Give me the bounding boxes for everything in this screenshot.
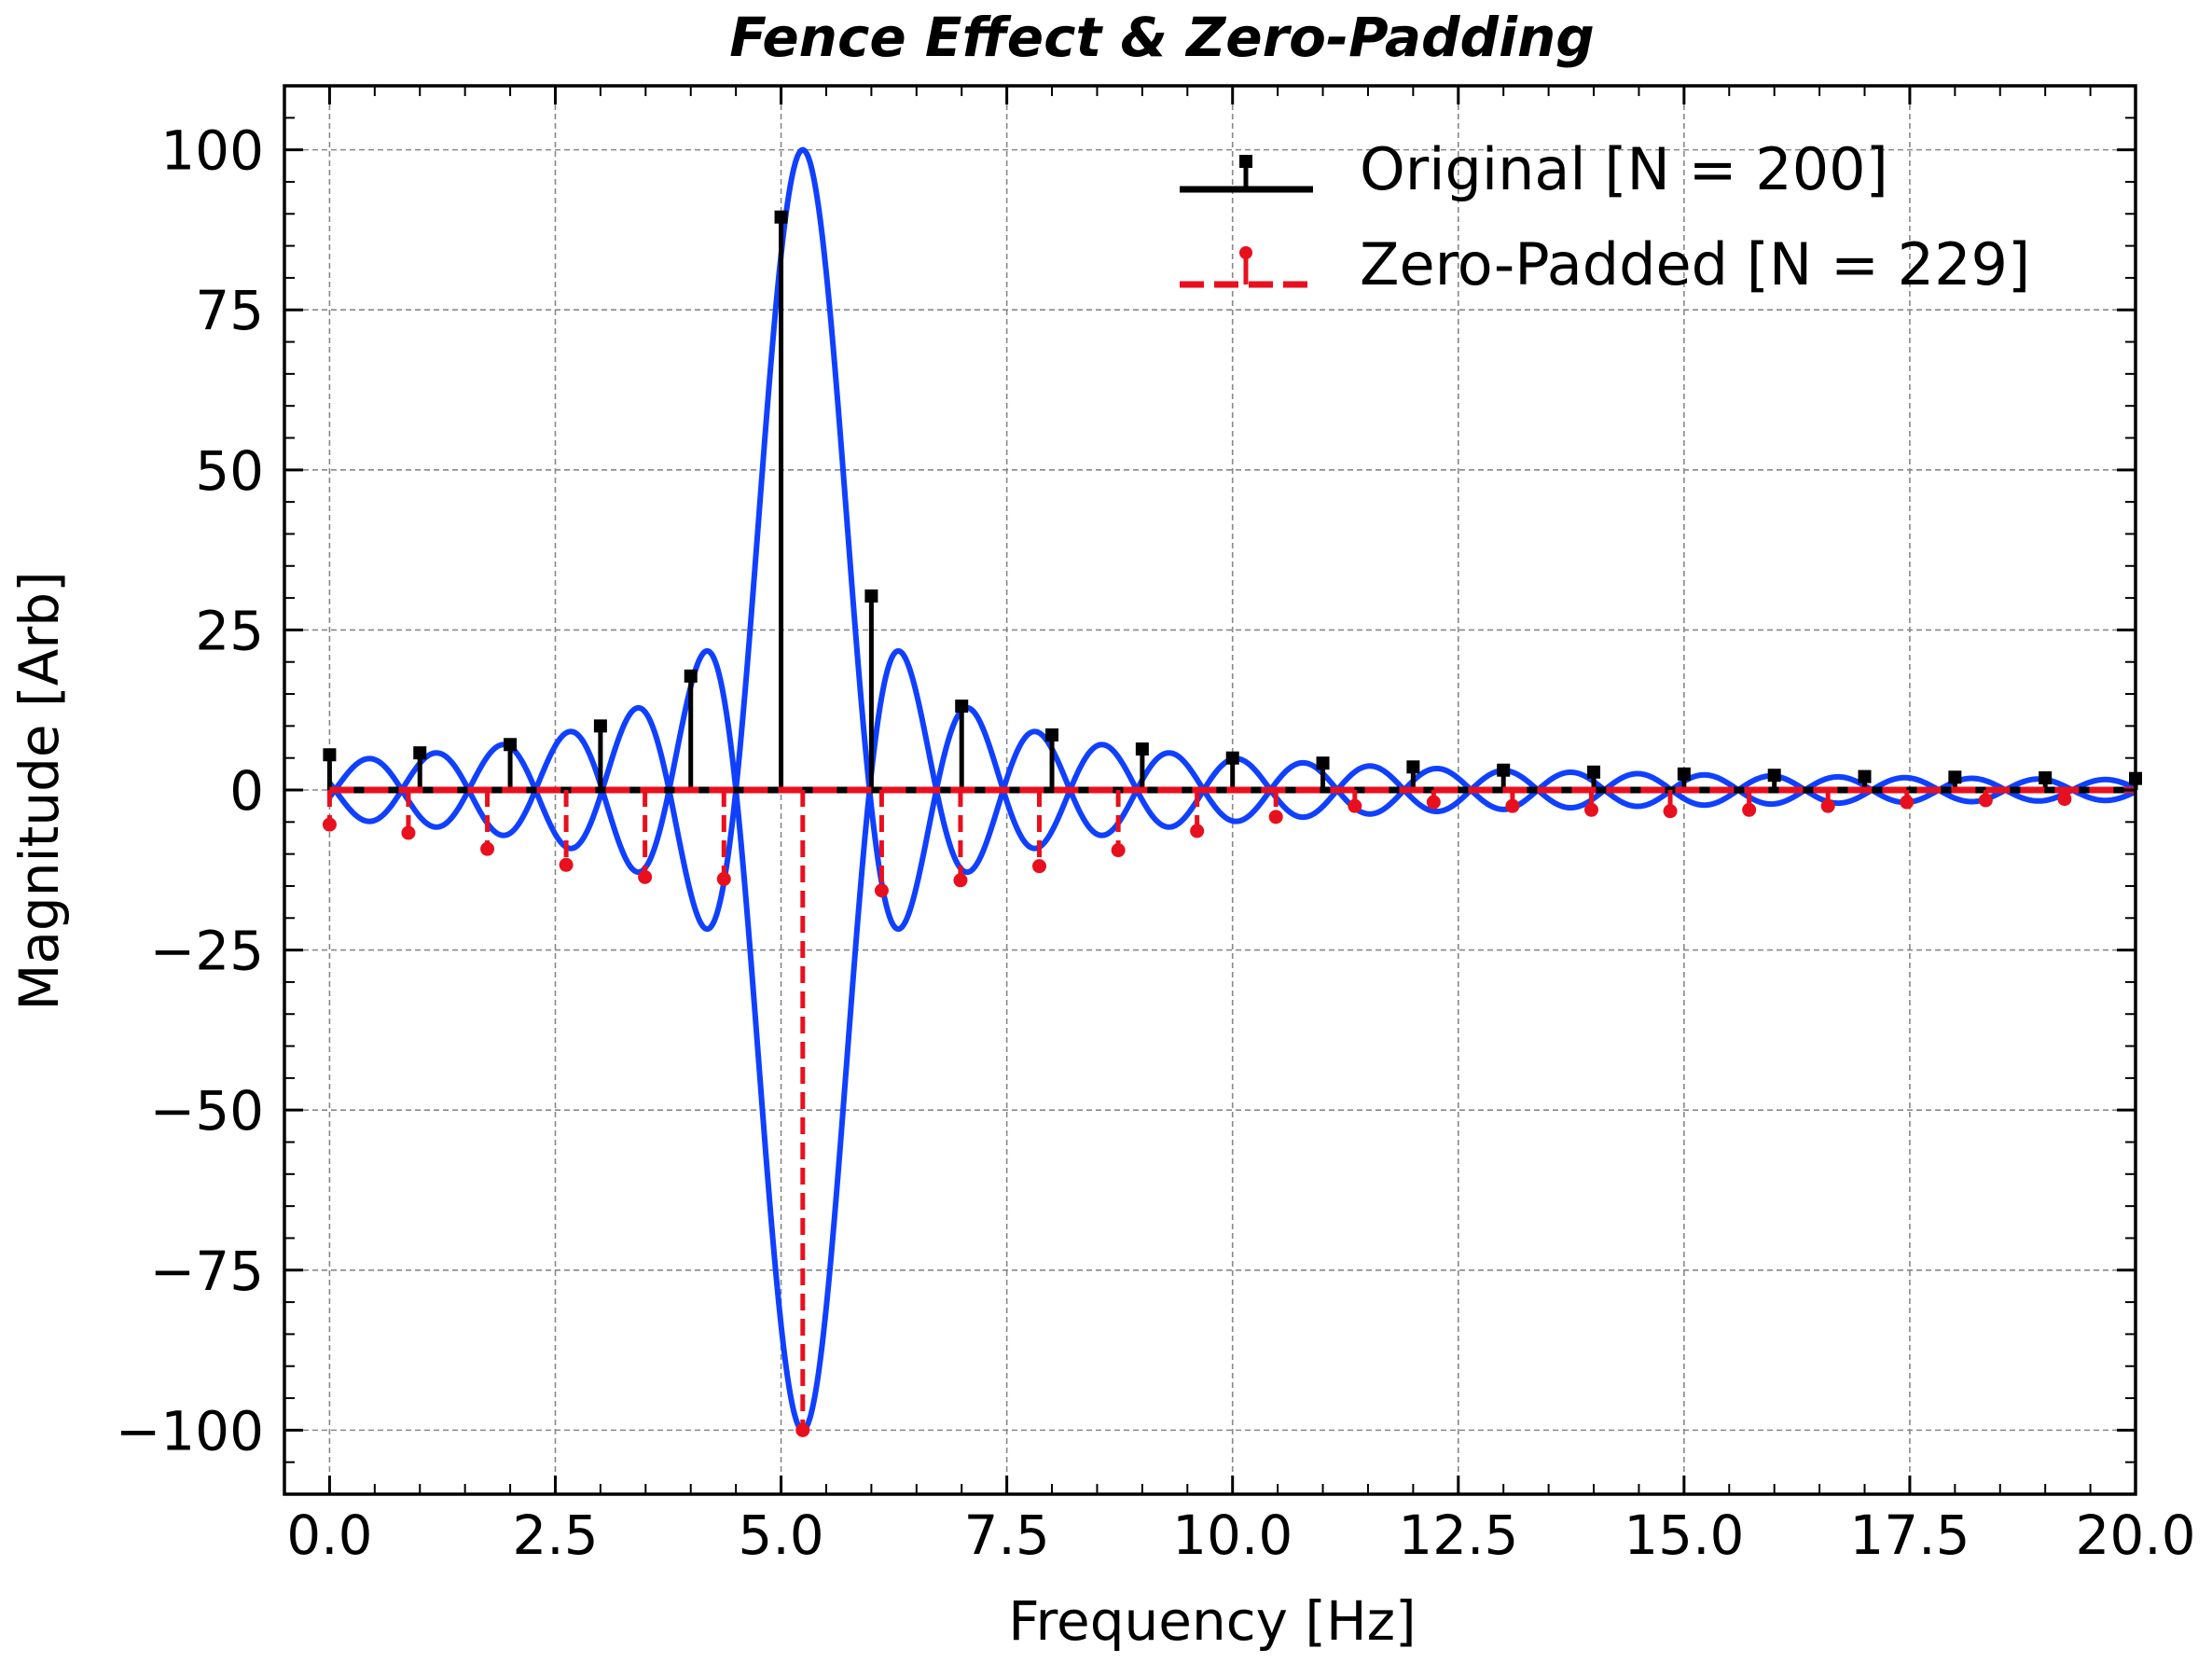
- x-tick-label-5: 12.5: [1398, 1504, 1518, 1567]
- original-marker-16: [1767, 769, 1781, 783]
- zero-padded-marker-1: [401, 825, 416, 840]
- zero-padded-marker-17: [1663, 804, 1678, 819]
- zero-padded-marker-0: [322, 817, 337, 832]
- x-tick-label-7: 17.5: [1849, 1504, 1970, 1567]
- zero-padded-marker-16: [1584, 802, 1599, 817]
- original-marker-11: [1316, 756, 1330, 770]
- legend-entry-original: Original [N = 200]: [1180, 135, 1888, 203]
- zero-padded-marker-9: [1031, 859, 1046, 874]
- y-tick-label-0: 100: [160, 119, 264, 183]
- zero-padded-marker-5: [716, 871, 731, 886]
- legend-zero-padded-label: Zero-Padded [N = 229]: [1360, 230, 2030, 298]
- x-tick-label-6: 15.0: [1624, 1504, 1744, 1567]
- zero-padded-marker-6: [795, 1422, 810, 1437]
- zero-padded-marker-12: [1268, 810, 1283, 825]
- x-tick-label-4: 10.0: [1172, 1504, 1293, 1567]
- zero-padded-stems: [322, 786, 2136, 1437]
- original-marker-6: [864, 589, 878, 603]
- x-tick-label-8: 20.0: [2075, 1504, 2195, 1567]
- y-tick-label-2: 50: [195, 439, 264, 503]
- chart-title: Fence Effect & Zero-Padding: [729, 6, 1595, 69]
- y-tick-label-4: 0: [229, 759, 264, 823]
- original-marker-19: [2039, 770, 2053, 784]
- legend-original-marker: [1239, 155, 1252, 168]
- y-tick-label-8: −100: [116, 1399, 264, 1462]
- y-tick-label-7: −75: [150, 1240, 264, 1303]
- original-marker-17: [1858, 769, 1872, 783]
- original-marker-7: [955, 700, 969, 714]
- original-marker-1: [413, 746, 427, 760]
- zero-padded-marker-3: [559, 857, 574, 872]
- zero-padded-marker-8: [953, 873, 968, 888]
- y-tick-label-5: −25: [150, 920, 264, 983]
- envelope-negative-curve: [327, 647, 2137, 1434]
- y-axis-label: Magnitude [Arb]: [7, 571, 71, 1010]
- zero-padded-marker-22: [2057, 792, 2072, 807]
- original-marker-18: [1948, 770, 1962, 784]
- zero-padded-marker-4: [638, 869, 653, 884]
- x-axis-label: Frequency [Hz]: [1008, 1589, 1416, 1653]
- x-tick-label-1: 2.5: [512, 1504, 598, 1567]
- x-tick-label-0: 0.0: [286, 1504, 372, 1567]
- zero-padded-marker-7: [874, 883, 889, 898]
- original-marker-5: [774, 210, 788, 224]
- legend-original-label: Original [N = 200]: [1360, 135, 1888, 203]
- original-marker-12: [1406, 760, 1420, 774]
- zero-padded-marker-14: [1426, 795, 1441, 810]
- original-marker-14: [1587, 765, 1601, 779]
- original-marker-2: [504, 738, 518, 752]
- legend: Original [N = 200] Zero-Padded [N = 229]: [1180, 135, 2030, 298]
- original-marker-4: [684, 669, 698, 683]
- zero-padded-marker-21: [1978, 793, 1993, 808]
- original-marker-15: [1677, 767, 1691, 781]
- zero-padded-marker-18: [1742, 802, 1757, 817]
- y-tick-label-1: 75: [195, 279, 264, 342]
- original-marker-9: [1135, 742, 1149, 756]
- zero-padded-marker-20: [1900, 795, 1915, 810]
- original-marker-0: [323, 748, 337, 762]
- zero-padded-marker-10: [1111, 843, 1126, 858]
- zero-padded-marker-19: [1820, 798, 1835, 813]
- legend-zero-padded-marker: [1239, 246, 1252, 259]
- zero-padded-marker-13: [1348, 798, 1362, 813]
- original-marker-8: [1045, 728, 1059, 741]
- y-tick-label-6: −50: [150, 1079, 264, 1143]
- y-tick-label-3: 25: [195, 599, 264, 662]
- legend-entry-zero-padded: Zero-Padded [N = 229]: [1180, 230, 2030, 298]
- zero-padded-marker-11: [1190, 824, 1205, 838]
- original-marker-10: [1225, 751, 1239, 765]
- original-marker-13: [1497, 763, 1511, 777]
- y-axis-ticks: 100 75 50 25 0 −25 −50 −75 −100: [116, 117, 2136, 1463]
- x-tick-label-2: 5.0: [738, 1504, 823, 1567]
- zero-padded-marker-15: [1505, 798, 1520, 813]
- zero-padded-marker-2: [480, 841, 495, 856]
- x-tick-label-3: 7.5: [964, 1504, 1050, 1567]
- x-axis-ticks: 0.0 2.5 5.0 7.5 10.0 12.5 15.0 17.5 20.0: [286, 86, 2196, 1567]
- original-marker-3: [593, 719, 607, 733]
